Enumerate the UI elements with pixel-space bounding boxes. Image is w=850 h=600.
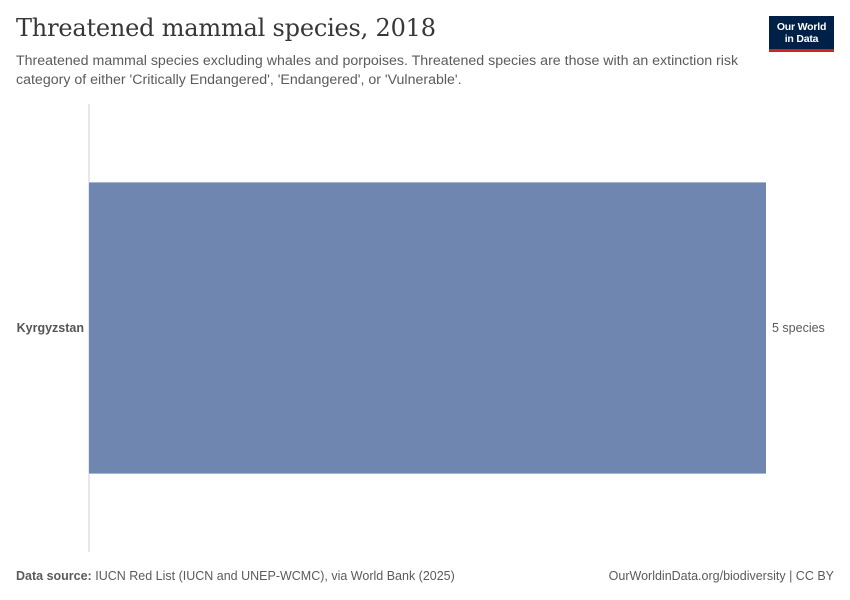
value-label: 5 species bbox=[772, 321, 825, 335]
data-source-text: IUCN Red List (IUCN and UNEP-WCMC), via … bbox=[95, 569, 455, 583]
logo-line-1: Our World bbox=[776, 21, 827, 33]
logo-line-2: in Data bbox=[784, 33, 819, 45]
bar-chart: Kyrgyzstan 5 species bbox=[17, 104, 825, 552]
source-url-link[interactable]: OurWorldinData.org/biodiversity | CC BY bbox=[608, 569, 834, 583]
category-label: Kyrgyzstan bbox=[17, 321, 84, 335]
bar-kyrgyzstan[interactable] bbox=[89, 182, 766, 474]
bars-group: Kyrgyzstan 5 species bbox=[17, 182, 825, 474]
owid-logo[interactable]: Our World in Data bbox=[769, 16, 834, 52]
chart-title: Threatened mammal species, 2018 bbox=[16, 14, 436, 42]
data-source: Data source: IUCN Red List (IUCN and UNE… bbox=[16, 569, 455, 583]
data-source-label: Data source: bbox=[16, 569, 92, 583]
chart-subtitle: Threatened mammal species excluding whal… bbox=[16, 53, 739, 88]
